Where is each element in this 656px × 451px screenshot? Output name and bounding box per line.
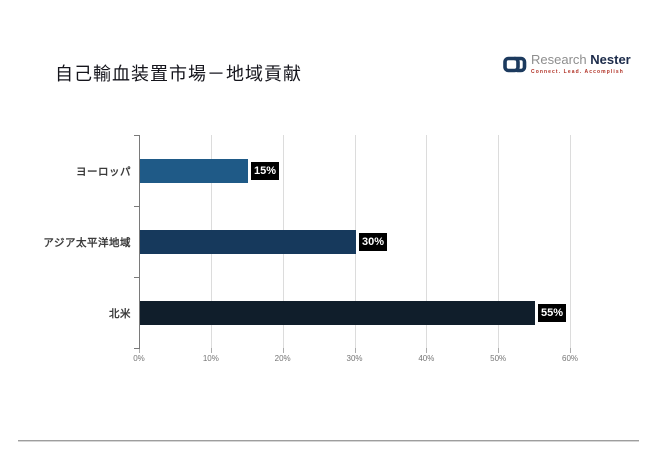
logo-wordmark: Research Nester — [531, 53, 631, 67]
x-axis-tick — [498, 348, 500, 353]
category-label: 北米 — [109, 307, 131, 320]
category-axis-tick — [134, 135, 139, 136]
x-axis-tick — [210, 348, 212, 353]
bar-value-label: 30% — [359, 232, 388, 251]
bar-value-label: 15% — [251, 161, 280, 180]
x-axis-tick-label: 50% — [490, 354, 507, 363]
x-axis-tick-label: 40% — [418, 354, 435, 363]
logo-word-research: Research — [531, 52, 587, 67]
x-axis-tick — [426, 348, 428, 353]
category-axis-tick — [134, 277, 139, 278]
bar — [140, 158, 248, 183]
gridline — [426, 135, 428, 348]
logo-tagline: Connect. Lead. Accomplish — [531, 69, 624, 75]
category-label: アジア太平洋地域 — [43, 236, 131, 249]
x-axis-tick — [570, 348, 571, 353]
bar — [140, 300, 535, 325]
research-nester-logo: Research Nester Connect. Lead. Accomplis… — [503, 53, 631, 75]
x-axis-tick-label: 60% — [561, 354, 579, 363]
slide-bottom-divider — [18, 440, 639, 442]
category-axis-line — [139, 135, 140, 349]
gridline — [570, 135, 571, 348]
category-axis-tick — [134, 348, 139, 349]
x-axis-tick-label: 0% — [133, 354, 145, 363]
x-axis-tick — [354, 348, 356, 353]
x-axis-tick-label: 10% — [202, 354, 219, 363]
x-axis-tick — [282, 348, 284, 353]
bar-value-label: 55% — [538, 303, 567, 322]
x-axis-tick-label: 20% — [274, 354, 291, 363]
gridline — [498, 135, 500, 348]
logo-text-block: Research Nester Connect. Lead. Accomplis… — [531, 53, 631, 76]
bar — [140, 229, 356, 254]
category-axis-tick — [134, 206, 139, 207]
chart-title: 自己輸血装置市場－地域貢献 — [55, 64, 302, 84]
bar-chart-plot-area: 0% 10% 20% 30% 40% 50% 60% ヨーロッパ 15% アジア太平洋地域 30% 北… — [43, 135, 579, 363]
category-label: ヨーロッパ — [76, 165, 131, 178]
logo-word-nester: Nester — [590, 52, 631, 67]
x-axis-tick-label: 30% — [346, 354, 363, 363]
interlocked-links-icon — [503, 56, 527, 73]
x-axis-tick — [139, 348, 140, 353]
